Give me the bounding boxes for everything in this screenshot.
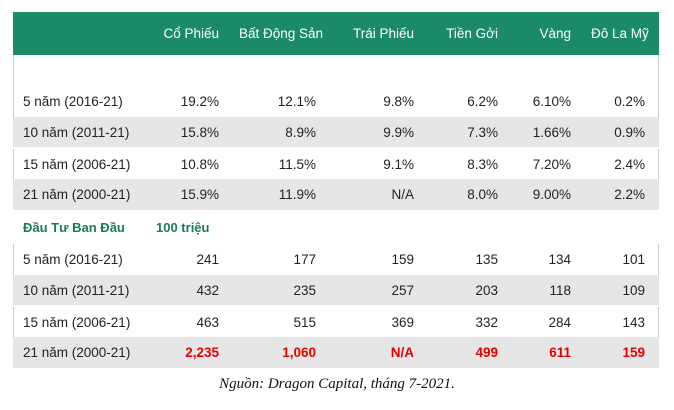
table-row: 21 năm (2000-21) 15.9% 11.9% N/A 8.0% 9.… xyxy=(13,179,659,210)
section-unit: 100 triệu xyxy=(156,219,210,235)
cell-highlight: 611 xyxy=(549,345,571,360)
cell: 463 xyxy=(196,314,219,330)
header-usd: Đô La Mỹ xyxy=(591,26,649,41)
cell: 432 xyxy=(148,275,233,307)
header-bonds: Trái Phiếu xyxy=(352,26,414,41)
header-row: Cổ Phiếu Bất Động Sản Trái Phiếu Tiền Gở… xyxy=(13,12,659,55)
cell: 515 xyxy=(293,314,316,330)
table-row: 5 năm (2016-21) 241 177 159 135 134 101 xyxy=(13,244,659,275)
row-label: 21 năm (2000-21) xyxy=(23,187,131,202)
cell: 369 xyxy=(391,314,414,330)
returns-table: Cổ Phiếu Bất Động Sản Trái Phiếu Tiền Gở… xyxy=(13,12,659,368)
cell: 159 xyxy=(391,252,414,267)
cell: 9.8% xyxy=(383,94,414,109)
table-frame xyxy=(13,12,659,355)
cell: 257 xyxy=(330,275,428,307)
cell: 6.10% xyxy=(532,94,571,109)
table-row: 5 năm (2016-21) 19.2% 12.1% 9.8% 6.2% 6.… xyxy=(13,86,659,117)
cell: 7.20% xyxy=(532,156,571,172)
cell: 284 xyxy=(548,314,571,330)
header-deposits: Tiền Gởi xyxy=(446,26,498,41)
cell: N/A xyxy=(391,187,414,202)
table-row: 15 năm (2006-21) 10.8% 11.5% 9.1% 8.3% 7… xyxy=(13,148,659,179)
cell: 203 xyxy=(428,275,512,307)
row-label: 15 năm (2006-21) xyxy=(23,156,131,172)
cell-highlight: 1,060 xyxy=(282,345,316,360)
header-stocks: Cổ Phiếu xyxy=(163,26,219,41)
cell-highlight: 499 xyxy=(475,345,498,360)
cell: 143 xyxy=(622,314,645,330)
header-real-estate: Bất Động Sản xyxy=(239,26,324,41)
cell-highlight: 2,235 xyxy=(185,345,219,360)
cell: 15.9% xyxy=(180,187,219,202)
cell: 118 xyxy=(512,275,585,307)
cell: 2.4% xyxy=(614,156,645,172)
section-row: Đầu Tư Ban Đầu 100 triệu xyxy=(13,210,659,244)
cell: 6.2% xyxy=(467,94,498,109)
cell: 101 xyxy=(622,252,645,267)
source-caption: Nguồn: Dragon Capital, tháng 7-2021. xyxy=(0,376,674,393)
cell: 12.1% xyxy=(277,94,316,109)
cell: 177 xyxy=(293,252,316,267)
cell: 332 xyxy=(475,314,498,330)
row-label: 10 năm (2011-21) xyxy=(13,275,148,307)
cell: 0.9% xyxy=(585,117,659,149)
row-label: 10 năm (2011-21) xyxy=(13,117,148,149)
cell: 241 xyxy=(196,252,219,267)
table-row: 15 năm (2006-21) 463 515 369 332 284 143 xyxy=(13,306,659,337)
cell: 235 xyxy=(233,275,330,307)
cell: 8.3% xyxy=(467,156,498,172)
table-row: 10 năm (2011-21) 15.8% 8.9% 9.9% 7.3% 1.… xyxy=(13,117,659,149)
table-row: 10 năm (2011-21) 432 235 257 203 118 109 xyxy=(13,275,659,307)
cell: 9.1% xyxy=(383,156,414,172)
row-label: 15 năm (2006-21) xyxy=(23,314,131,330)
cell: 8.0% xyxy=(467,187,498,202)
cell: 10.8% xyxy=(180,156,219,172)
table-row: 21 năm (2000-21) 2,235 1,060 N/A 499 611… xyxy=(13,337,659,368)
cell: 9.00% xyxy=(532,187,571,202)
header-gold: Vàng xyxy=(539,26,571,41)
cell-highlight: N/A xyxy=(390,345,414,360)
source-label: Nguồn: xyxy=(219,376,265,392)
cell-highlight: 159 xyxy=(622,345,645,360)
cell: 109 xyxy=(585,275,659,307)
cell: 1.66% xyxy=(512,117,585,149)
cell: 11.5% xyxy=(278,156,316,172)
row-label: 21 năm (2000-21) xyxy=(23,345,131,360)
cell: 15.8% xyxy=(148,117,233,149)
cell: 9.9% xyxy=(330,117,428,149)
cell: 0.2% xyxy=(614,94,645,109)
cell: 134 xyxy=(548,252,571,267)
cell: 11.9% xyxy=(278,187,316,202)
section-title: Đầu Tư Ban Đầu xyxy=(23,219,125,235)
source-text: Dragon Capital, tháng 7-2021. xyxy=(267,376,455,392)
cell: 135 xyxy=(475,252,498,267)
row-label: 5 năm (2016-21) xyxy=(23,252,123,267)
header-empty xyxy=(13,12,148,55)
cell: 7.3% xyxy=(428,117,512,149)
cell: 19.2% xyxy=(180,94,219,109)
cell: 2.2% xyxy=(614,187,645,202)
row-label: 5 năm (2016-21) xyxy=(23,94,123,109)
cell: 8.9% xyxy=(233,117,330,149)
